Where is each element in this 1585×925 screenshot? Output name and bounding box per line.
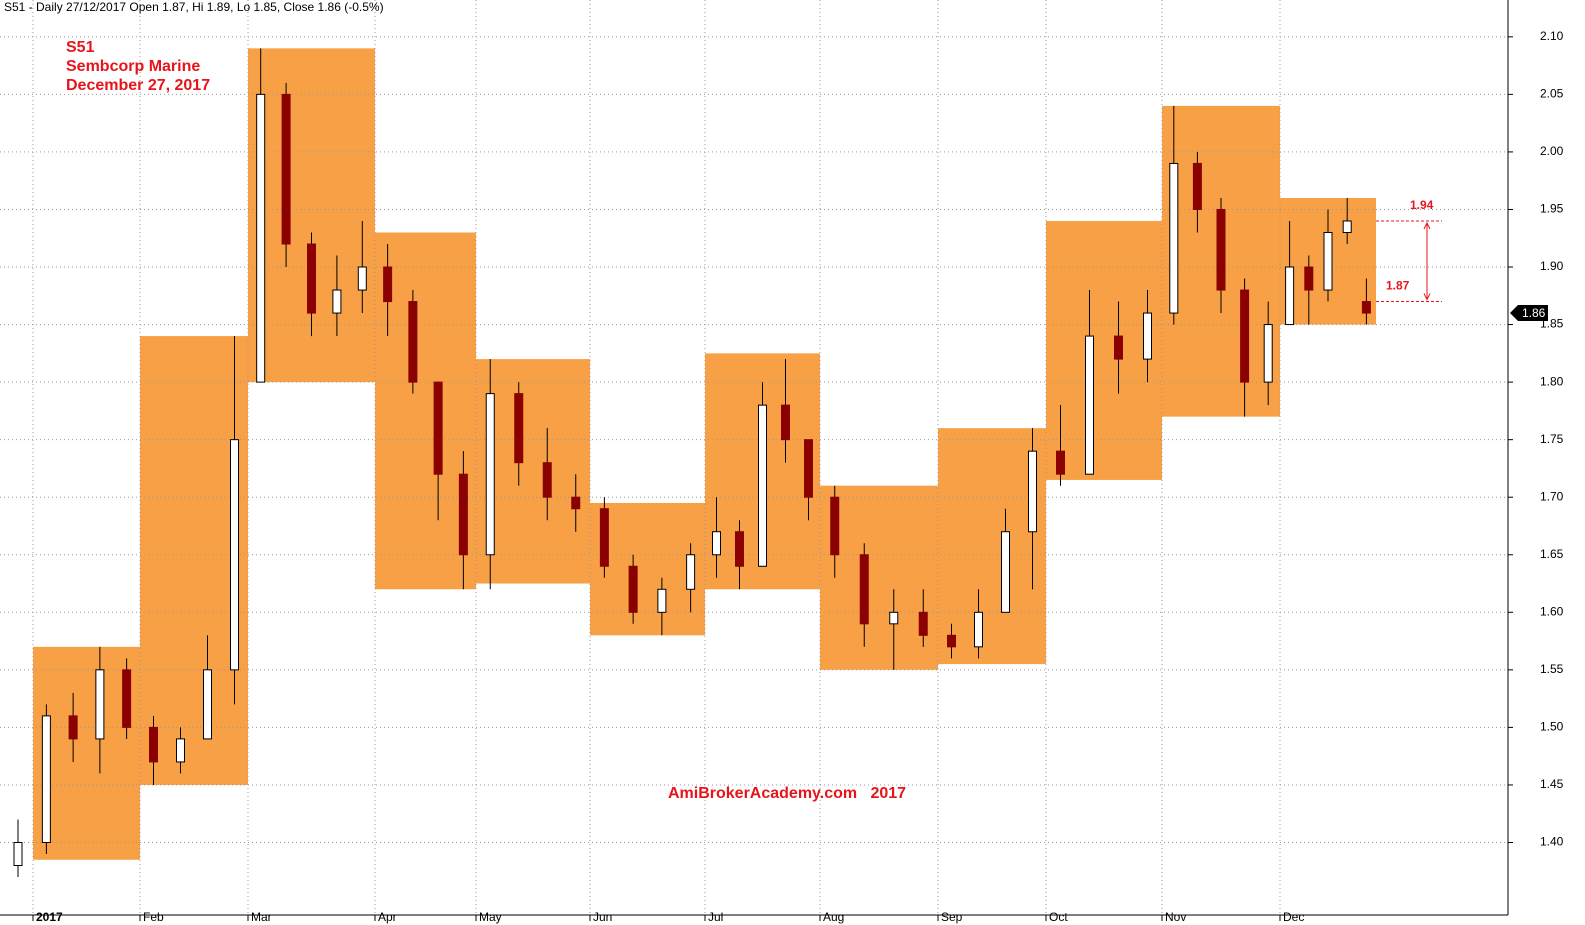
candle-body (571, 496, 581, 510)
candle-body (1263, 324, 1273, 383)
candle-body (357, 266, 367, 291)
candle-body (485, 393, 495, 556)
level-label: 1.87 (1386, 279, 1410, 293)
last-price-label: 1.86 (1522, 306, 1546, 320)
candle-body (974, 611, 983, 648)
candle-body (1216, 208, 1226, 291)
x-tick-label: Nov (1165, 910, 1186, 924)
y-tick-label: 1.50 (1540, 720, 1564, 734)
candle-body (1323, 231, 1333, 291)
candle-body (1028, 450, 1037, 533)
candle-body (735, 531, 744, 567)
candle-body (947, 634, 956, 648)
candle-body (657, 588, 667, 613)
candle-body (1056, 450, 1065, 475)
candle-body (122, 669, 132, 728)
candle-body (1361, 301, 1371, 314)
month-range-box (1046, 220, 1162, 480)
y-tick-label: 1.90 (1540, 259, 1564, 273)
candle-body (830, 496, 840, 556)
annotation: December 27, 2017 (66, 77, 210, 94)
x-tick-label: Oct (1049, 910, 1068, 924)
candle-body (859, 554, 869, 625)
y-tick-label: 1.45 (1540, 777, 1564, 791)
candle-body (203, 669, 212, 740)
x-tick-label: Mar (251, 910, 272, 924)
x-tick-label: Aug (823, 910, 844, 924)
candle-body (1285, 266, 1295, 326)
grid-layer (0, 0, 1508, 915)
x-tick-label: Apr (378, 910, 397, 924)
candle-body (13, 841, 23, 867)
top-layer: 1.401.451.501.551.601.651.701.751.801.85… (32, 29, 1564, 924)
candle-body (804, 439, 813, 498)
candle-body (918, 611, 928, 636)
x-tick-label: Jun (593, 910, 612, 924)
month-range-box (820, 485, 938, 670)
candle-body (712, 531, 721, 556)
y-tick-label: 1.55 (1540, 662, 1564, 676)
x-tick-label: Jul (708, 910, 723, 924)
candle-body (1192, 162, 1202, 210)
arrow-head (1423, 293, 1431, 301)
candle-body (1240, 289, 1250, 383)
candle-body (176, 738, 185, 763)
candle-body (686, 554, 696, 590)
candle-body (1342, 220, 1352, 233)
candle-body (281, 93, 291, 245)
candle-body (514, 393, 524, 464)
candle-body (433, 381, 443, 475)
candle-body (889, 611, 899, 625)
x-tick-label: 2017 (36, 910, 63, 924)
y-tick-label: 2.10 (1540, 29, 1564, 43)
candle-body (408, 301, 418, 383)
candle-body (307, 243, 316, 314)
candle-layer (13, 48, 1371, 878)
watermark: AmiBrokerAcademy.com 2017 (668, 785, 906, 802)
annotation: Sembcorp Marine (66, 58, 200, 75)
candle-body (458, 473, 468, 556)
month-range-box (476, 359, 590, 584)
candle-body (41, 715, 51, 843)
last-price-tag (1510, 305, 1548, 322)
y-tick-label: 1.60 (1540, 604, 1564, 618)
candle-body (332, 289, 342, 314)
candle-body (1169, 162, 1179, 314)
arrow-head (1423, 221, 1431, 230)
month-range-box (590, 502, 705, 636)
x-tick-label: May (479, 910, 502, 924)
header: S51 - Daily 27/12/2017 Open 1.87, Hi 1.8… (4, 0, 384, 14)
y-tick-label: 1.75 (1540, 432, 1564, 446)
candle-body (256, 93, 266, 383)
candle-body (149, 726, 158, 763)
candle-body (1001, 531, 1010, 613)
candle-body (95, 669, 105, 740)
candle-body (383, 266, 393, 303)
x-tick-label: Dec (1283, 910, 1304, 924)
candle-body (68, 715, 78, 740)
level-label: 1.94 (1410, 198, 1434, 212)
x-tick-label: Sep (941, 910, 963, 924)
y-tick-label: 1.65 (1540, 547, 1564, 561)
candle-body (1304, 266, 1314, 291)
candle-body (628, 565, 638, 613)
candle-body (758, 404, 767, 567)
candle-body (1085, 335, 1094, 475)
candle-body (1114, 335, 1123, 360)
y-tick-label: 1.70 (1540, 489, 1564, 503)
candle-body (1143, 312, 1152, 360)
y-tick-label: 2.00 (1540, 144, 1564, 158)
candle-body (230, 439, 239, 671)
y-tick-label: 1.40 (1540, 835, 1564, 849)
x-tick-label: Feb (143, 910, 164, 924)
candle-body (599, 508, 609, 567)
candle-body (542, 462, 552, 498)
candle-body (781, 404, 790, 441)
y-tick-label: 2.05 (1540, 87, 1564, 101)
y-tick-label: 1.80 (1540, 374, 1564, 388)
y-tick-label: 1.95 (1540, 202, 1564, 216)
annotation: S51 (66, 39, 95, 56)
